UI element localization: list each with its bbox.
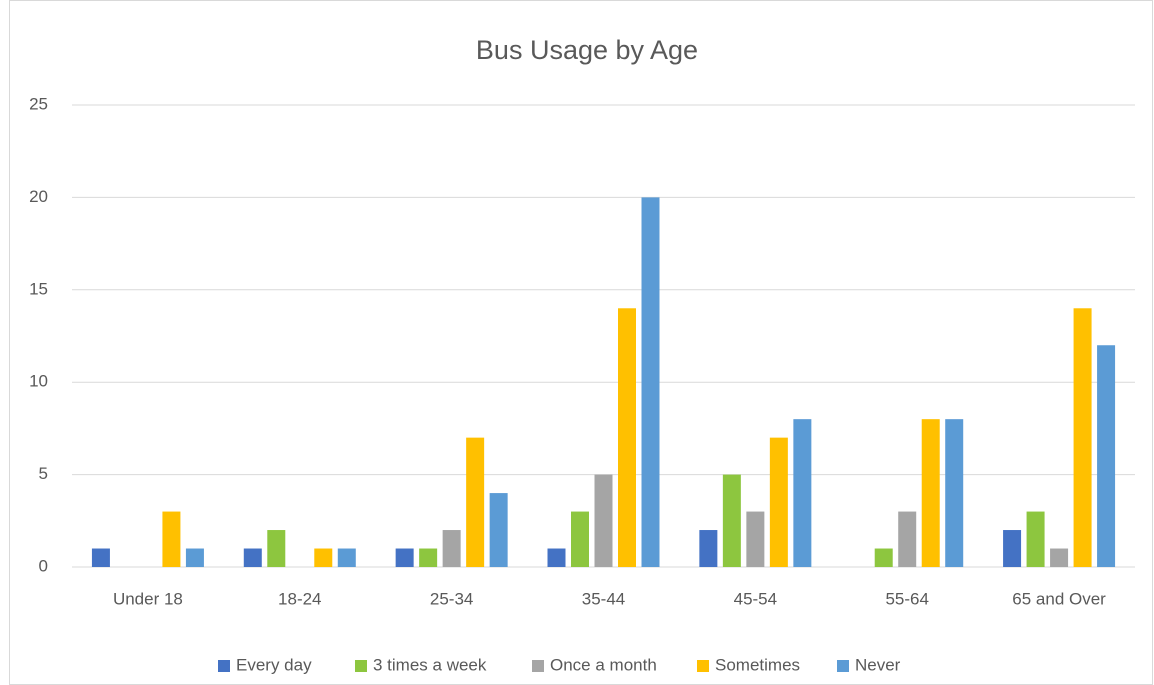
bar bbox=[1050, 548, 1069, 567]
x-tick-label: 18-24 bbox=[278, 589, 321, 608]
legend-label: Never bbox=[855, 655, 901, 674]
bar bbox=[641, 197, 660, 567]
chart-border bbox=[9, 0, 1153, 685]
legend-swatch bbox=[532, 660, 544, 672]
legend-label: Sometimes bbox=[715, 655, 800, 674]
bar bbox=[618, 308, 636, 567]
y-tick-label: 0 bbox=[39, 556, 48, 575]
bar bbox=[1003, 530, 1022, 567]
bar bbox=[1073, 308, 1092, 567]
bar bbox=[185, 548, 204, 567]
legend-label: Once a month bbox=[550, 655, 657, 674]
legend-swatch bbox=[218, 660, 230, 672]
bar bbox=[793, 419, 812, 567]
bar bbox=[419, 548, 438, 567]
legend-label: 3 times a week bbox=[373, 655, 487, 674]
y-tick-label: 5 bbox=[39, 464, 48, 483]
bar bbox=[699, 530, 718, 567]
x-tick-label: 45-54 bbox=[734, 589, 777, 608]
bar bbox=[594, 474, 613, 567]
chart-title: Bus Usage by Age bbox=[476, 35, 698, 65]
bar bbox=[945, 419, 964, 567]
bar bbox=[395, 548, 414, 567]
bar bbox=[91, 548, 110, 567]
legend-label: Every day bbox=[236, 655, 312, 674]
y-tick-label: 25 bbox=[29, 94, 48, 113]
bar bbox=[746, 511, 765, 567]
x-tick-label: 25-34 bbox=[430, 589, 473, 608]
x-tick-label: Under 18 bbox=[113, 589, 183, 608]
legend-swatch bbox=[355, 660, 367, 672]
y-tick-label: 15 bbox=[29, 279, 48, 298]
legend-swatch bbox=[837, 660, 849, 672]
x-tick-label: 55-64 bbox=[885, 589, 928, 608]
bar bbox=[489, 493, 508, 567]
x-tick-label: 35-44 bbox=[582, 589, 625, 608]
bar bbox=[243, 548, 262, 567]
bar bbox=[874, 548, 893, 567]
bar bbox=[314, 548, 333, 567]
legend-swatch bbox=[697, 660, 709, 672]
y-tick-label: 10 bbox=[29, 372, 48, 391]
bar bbox=[1097, 345, 1116, 567]
bar bbox=[1026, 511, 1045, 567]
bar bbox=[337, 548, 356, 567]
y-tick-label: 20 bbox=[29, 187, 48, 206]
bar bbox=[442, 530, 461, 567]
x-tick-label: 65 and Over bbox=[1012, 589, 1106, 608]
bar bbox=[898, 511, 917, 567]
bar bbox=[162, 511, 181, 567]
bar bbox=[769, 437, 788, 567]
bar bbox=[267, 530, 286, 567]
bar bbox=[547, 548, 566, 567]
bar bbox=[571, 511, 589, 567]
bar bbox=[921, 419, 940, 567]
bar bbox=[722, 474, 741, 567]
bar bbox=[466, 437, 485, 567]
